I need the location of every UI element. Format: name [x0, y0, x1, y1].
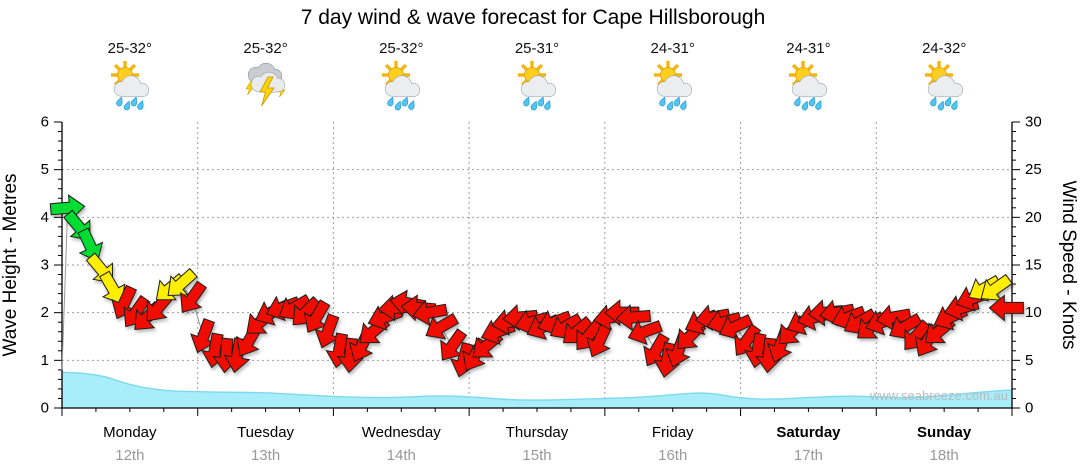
wind-arrow [718, 314, 754, 340]
day-headers: 25-32° 25-32° 25-32° 25-31° 24-31° 24-31° 24-3… [0, 40, 1080, 165]
wind-arrow [980, 273, 1013, 301]
wind-arrow [440, 328, 468, 361]
wave-area-edge [61, 371, 1013, 401]
day-label: Tuesday [237, 424, 294, 441]
day-header: 24-31° [625, 40, 721, 116]
wind-arrow [49, 194, 86, 222]
wave-axis-tick-label: 3 [41, 256, 49, 273]
day-temp-range: 24-32° [921, 40, 967, 57]
page-title: 7 day wind & wave forecast for Cape Hill… [300, 6, 766, 29]
wind-arrow [180, 280, 208, 313]
wind-arrow [627, 319, 663, 345]
wave-axis-tick-label: 2 [41, 304, 49, 321]
day-temp-range: 24-31° [650, 40, 695, 57]
day-header: 25-32° [218, 40, 314, 116]
wave-axis-tick-label: 0 [41, 399, 49, 416]
day-temp-range: 25-32° [379, 40, 424, 57]
day-label: Friday [652, 424, 694, 441]
wind-axis-tick-label: 30 [1025, 113, 1042, 130]
day-temp-range: 25-31° [514, 40, 560, 57]
left-axis-title: Wave Height - Metres [0, 173, 21, 356]
gridlines [62, 122, 1012, 408]
day-label: Sunday [917, 424, 972, 441]
wind-arrow [615, 304, 652, 332]
wind-arrows [49, 194, 1024, 378]
wind-arrow [77, 227, 104, 263]
wind-axis-tick-label: 20 [1025, 209, 1042, 226]
day-label: Wednesday [362, 424, 441, 441]
date-label: 15th [522, 447, 551, 464]
day-temp-range: 25-32° [243, 40, 288, 57]
wind-arrow [314, 313, 341, 349]
day-temp-range: 25-32° [107, 40, 153, 57]
axis-ticks [54, 121, 1020, 416]
wind-arrow [988, 294, 1024, 322]
wave-axis-tick-label: 1 [41, 352, 49, 369]
day-label: Saturday [776, 424, 841, 441]
wind-arrow [425, 313, 460, 340]
wave-axis-tick-label: 6 [41, 113, 49, 130]
day-header: 25-32° [353, 40, 449, 116]
wind-arrow [412, 299, 448, 327]
day-label: Thursday [506, 424, 569, 441]
wind-axis-tick-label: 10 [1025, 304, 1042, 321]
day-header: 25-32° [82, 40, 178, 116]
wind-axis-tick-label: 5 [1025, 352, 1033, 369]
day-temp-range: 24-31° [786, 40, 831, 57]
watermark: www.seabreeze.com.au [869, 388, 1008, 403]
wind-arrow [303, 299, 331, 333]
wave-axis-tick-label: 4 [41, 209, 49, 226]
date-label: 13th [251, 447, 280, 464]
wind-arrow [875, 304, 912, 332]
date-label: 17th [794, 447, 823, 464]
wind-arrow [586, 322, 613, 358]
day-header: 24-32° [896, 40, 992, 116]
date-label: 16th [658, 447, 687, 464]
day-label: Monday [103, 424, 157, 441]
wave-area [62, 372, 1012, 408]
date-label: 18th [930, 447, 959, 464]
wind-axis-tick-label: 15 [1025, 256, 1042, 273]
wind-axis-tick-label: 0 [1025, 399, 1033, 416]
day-header: 25-31° [489, 40, 585, 116]
wind-axis-tick-label: 25 [1025, 161, 1042, 178]
date-label: 14th [387, 447, 416, 464]
wave-axis-tick-label: 5 [41, 161, 49, 178]
wind-arrow [167, 267, 198, 296]
date-label: 12th [115, 447, 144, 464]
wind-arrow [190, 318, 216, 354]
wind-arrow [734, 323, 762, 356]
right-axis-title: Wind Speed - Knots [1058, 181, 1079, 350]
day-header: 24-31° [760, 40, 856, 116]
